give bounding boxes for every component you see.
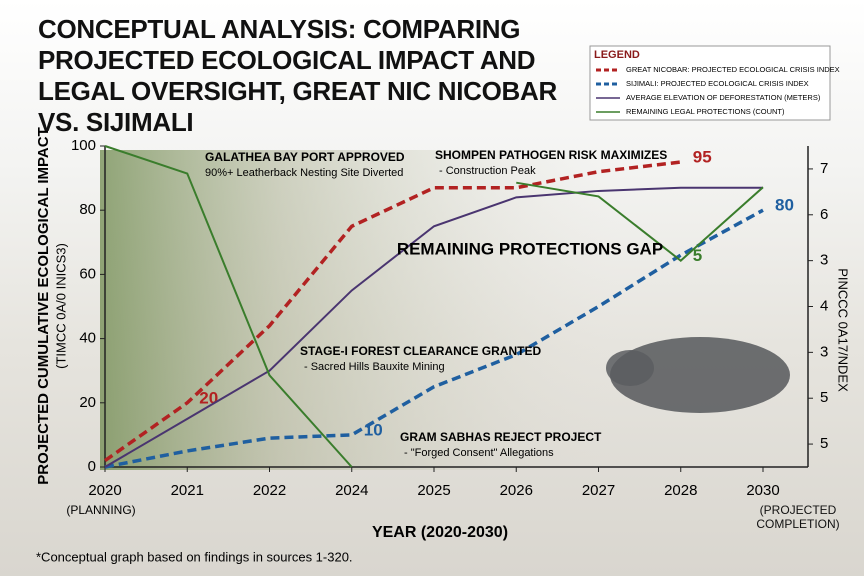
annotation-text: - Sacred Hills Bauxite Mining: [304, 361, 445, 373]
series-line: [104, 208, 764, 469]
annotation-title: STAGE-I FOREST CLEARANCE GRANTED: [300, 344, 541, 358]
data-label: 5: [693, 246, 702, 265]
annotation-text: - Construction Peak: [439, 165, 536, 177]
turtle-image: [610, 337, 790, 413]
legend-label: AVERAGE ELEVATION OF DEFORESTATION (METE…: [626, 93, 821, 102]
data-label: 20: [199, 388, 218, 407]
annotation-title: REMAINING PROTECTIONS GAP: [397, 239, 663, 258]
y-tick-label: 40: [79, 330, 96, 347]
legend-label: GREAT NICOBAR: PROJECTED ECOLOGICAL CRIS…: [626, 65, 840, 74]
y-tick-label: 0: [88, 458, 96, 475]
x-tick-label: 2027: [582, 482, 615, 499]
turtle-head: [606, 350, 654, 386]
annotation-text: 90%+ Leatherback Nesting Site Diverted: [205, 167, 403, 179]
x-axis-label: YEAR (2020-2030): [372, 524, 508, 541]
data-label: 80: [775, 196, 794, 215]
footnote: *Conceptual graph based on findings in s…: [36, 549, 353, 564]
y2-tick-label: 5: [820, 435, 828, 452]
x-tick-label: 2022: [253, 482, 286, 499]
x-tick-label: 2026: [500, 482, 533, 499]
annotation-text: - "Forged Consent" Allegations: [404, 447, 554, 459]
y2-tick-label: 7: [820, 160, 828, 177]
x-tick-label: 2025: [417, 482, 450, 499]
legend-label: SIJIMALI: PROJECTED ECOLOGICAL CRISIS IN…: [626, 79, 809, 88]
y-axis-sublabel: (TIMCC 0A/0 INICS3): [53, 243, 68, 369]
series-line: [103, 160, 681, 463]
x-tick-label: 2030: [746, 482, 779, 499]
y2-axis-label: PINCCC 0A17/NDEX: [836, 268, 851, 392]
x-tick-label: 2028: [664, 482, 697, 499]
legend-box: [589, 45, 831, 121]
y-tick-label: 80: [79, 201, 96, 218]
y2-tick-label: 3: [820, 252, 828, 269]
x-tick-label: 2020: [88, 482, 121, 499]
series-line: [104, 145, 764, 468]
y-axis-label: PROJECTED CUMULATIVE ECOLOGICAL IMPACT: [35, 127, 52, 485]
y2-tick-label: 3: [820, 343, 828, 360]
series-line: [104, 186, 763, 468]
y2-tick-label: 5: [820, 389, 828, 406]
chart-title: CONCEPTUAL ANALYSIS: COMPARING PROJECTED…: [38, 14, 557, 137]
annotation-title: SHOMPEN PATHOGEN RISK MAXIMIZES: [435, 148, 667, 162]
y-tick-label: 20: [79, 394, 96, 411]
end-note: (PROJECTED COMPLETION): [756, 503, 840, 531]
data-label: 95: [693, 148, 712, 167]
y-tick-label: 60: [79, 265, 96, 282]
legend-title: LEGEND: [594, 49, 640, 61]
y2-tick-label: 4: [820, 297, 828, 314]
x-tick-label: 2024: [335, 482, 368, 499]
x-tick-label: 2021: [171, 482, 204, 499]
annotation-title: GRAM SABHAS REJECT PROJECT: [400, 430, 602, 444]
y2-tick-label: 6: [820, 206, 828, 223]
annotation-title: GALATHEA BAY PORT APPROVED: [205, 150, 405, 164]
background-photo: [100, 150, 620, 470]
y-tick-label: 100: [71, 137, 96, 154]
start-note: (PLANNING): [66, 503, 135, 517]
data-label: 10: [364, 420, 383, 439]
legend-label: REMAINING LEGAL PROTECTIONS (COUNT): [626, 107, 785, 116]
